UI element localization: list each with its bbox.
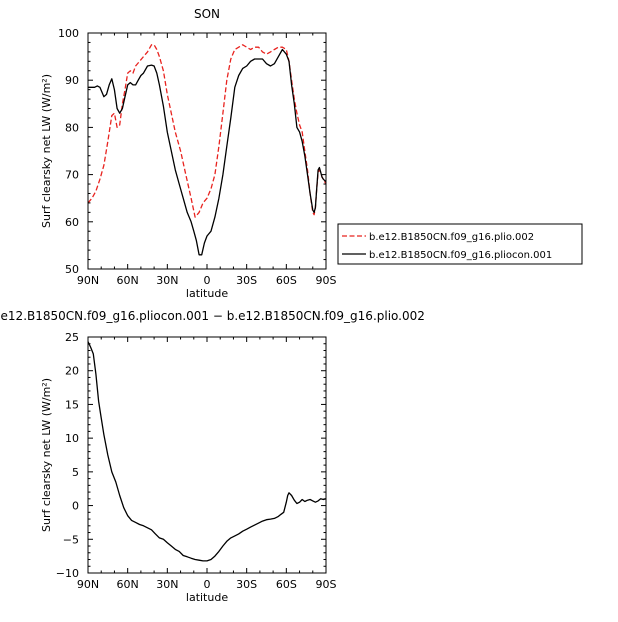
- x-tick-label: 30S: [236, 274, 257, 287]
- x-tick-label: 90N: [77, 578, 99, 591]
- chart-1: SON 90N 60N 30N 0 30S 60S 90S 50 60 70 80 90 100 latit…: [40, 7, 583, 300]
- chart-title: SON: [194, 7, 220, 21]
- y-tick-label: 0: [72, 500, 79, 513]
- y-tick-label: 15: [65, 398, 79, 411]
- x-tick-label: 30N: [156, 274, 178, 287]
- y-tick-label: 70: [65, 169, 79, 182]
- x-tick-label: 60N: [117, 274, 139, 287]
- legend-box: [337, 223, 583, 265]
- legend-entry-1: b.e12.B1850CN.f09_g16.plio.002: [369, 232, 534, 243]
- x-tick-label: 60N: [117, 578, 139, 591]
- x-axis-label: latitude: [186, 591, 228, 604]
- y-tick-label: −10: [56, 567, 79, 580]
- x-tick-label: 60S: [276, 274, 297, 287]
- x-tick-label: 60S: [276, 578, 297, 591]
- x-tick-label: 90N: [77, 274, 99, 287]
- plot-frame: [87, 336, 327, 574]
- y-tick-label: 10: [65, 432, 79, 445]
- x-tick-label: 30S: [236, 578, 257, 591]
- x-tick-label: 90S: [316, 578, 337, 591]
- series-line-2: [88, 48, 327, 256]
- legend: b.e12.B1850CN.f09_g16.plio.002 b.e12.B185…: [337, 223, 583, 265]
- y-tick-label: 5: [72, 466, 79, 479]
- y-axis-label: Surf clearsky net LW (W/m²): [40, 378, 53, 532]
- y-tick-label: 25: [65, 331, 79, 344]
- x-tick-label: 90S: [316, 274, 337, 287]
- series-line-1: [87, 44, 327, 218]
- chart-2: b.e12.B1850CN.f09_g16.pliocon.001 − b.e1…: [0, 309, 425, 604]
- y-tick-label: 80: [65, 121, 79, 134]
- x-tick-label: 0: [204, 274, 211, 287]
- x-axis-label: latitude: [186, 287, 228, 300]
- y-tick-label: −5: [63, 533, 79, 546]
- x-tick-label: 0: [204, 578, 211, 591]
- y-tick-label: 90: [65, 74, 79, 87]
- chart-title: b.e12.B1850CN.f09_g16.pliocon.001 − b.e1…: [0, 309, 425, 323]
- y-tick-label: 20: [65, 365, 79, 378]
- y-axis-label: Surf clearsky net LW (W/m²): [40, 74, 53, 228]
- y-tick-label: 50: [65, 263, 79, 276]
- x-tick-label: 30N: [156, 578, 178, 591]
- legend-entry-2: b.e12.B1850CN.f09_g16.pliocon.001: [369, 250, 552, 261]
- series-line-1: [87, 341, 327, 562]
- y-tick-label: 100: [58, 27, 79, 40]
- y-tick-label: 60: [65, 216, 79, 229]
